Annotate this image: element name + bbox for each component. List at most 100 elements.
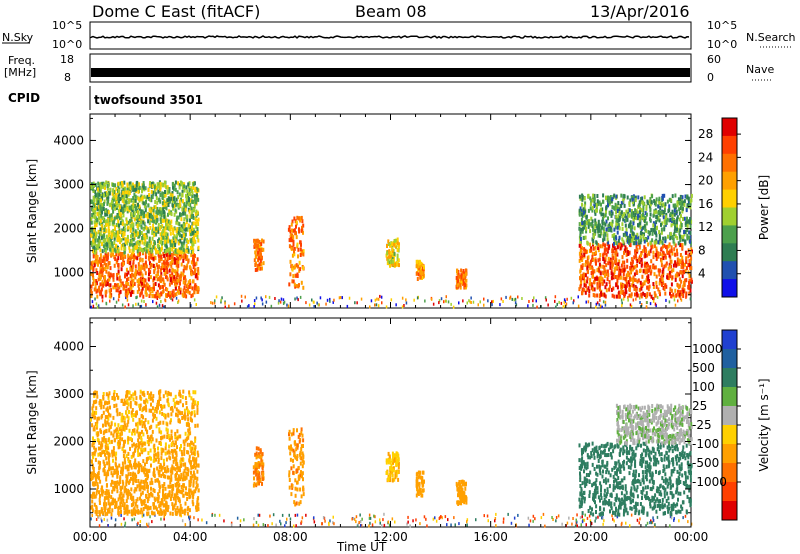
echo-pixel xyxy=(678,211,681,216)
echo-pixel xyxy=(140,271,143,276)
echo-pixel xyxy=(157,226,160,231)
echo-pixel xyxy=(193,194,196,199)
echo-pixel xyxy=(163,253,166,258)
echo-pixel xyxy=(97,229,100,234)
echo-pixel xyxy=(628,238,630,243)
echo-pixel xyxy=(253,258,256,263)
echo-pixel xyxy=(131,205,134,210)
echo-pixel xyxy=(681,195,684,200)
echo-pixel xyxy=(605,252,608,257)
noise-pixel xyxy=(576,524,578,528)
noise-pixel xyxy=(547,303,549,307)
noise-pixel xyxy=(279,300,282,304)
echo-pixel xyxy=(99,248,102,253)
ground-scatter-noise xyxy=(90,294,692,309)
noise-pixel xyxy=(313,516,315,520)
echo-pixel xyxy=(123,180,126,185)
echo-pixel xyxy=(632,219,635,223)
echo-pixel xyxy=(91,229,94,234)
echo-pixel xyxy=(115,186,118,191)
echo-pixel xyxy=(160,467,163,472)
echo-pixel xyxy=(138,182,140,187)
noise-pixel xyxy=(635,297,637,301)
echo-pixel xyxy=(154,204,157,209)
echo-pixel xyxy=(583,250,586,255)
noise-pixel xyxy=(243,518,245,522)
echo-pixel xyxy=(298,260,301,265)
echo-pixel xyxy=(674,252,677,257)
echo-pixel xyxy=(592,270,594,275)
echo-pixel xyxy=(136,484,139,489)
echo-pixel xyxy=(389,254,392,259)
echo-pixel xyxy=(299,253,302,257)
noise-pixel xyxy=(380,295,383,299)
echo-pixel xyxy=(179,256,181,261)
echo-pixel xyxy=(596,199,599,204)
noise-pixel xyxy=(403,304,405,307)
echo-pixel xyxy=(615,265,618,270)
echo-pixel xyxy=(622,276,625,281)
echo-pixel xyxy=(596,208,598,213)
echo-pixel xyxy=(142,236,145,241)
echo-pixel xyxy=(157,249,159,254)
noise-pixel xyxy=(313,520,316,524)
echo-pixel xyxy=(185,249,188,254)
echo-pixel xyxy=(101,264,104,269)
echo-pixel xyxy=(127,467,130,472)
echo-pixel xyxy=(185,244,188,248)
echo-pixel xyxy=(661,282,663,287)
echo-pixel xyxy=(603,232,606,236)
echo-pixel xyxy=(295,235,298,240)
echo-pixel xyxy=(187,191,190,196)
echo-pixel xyxy=(136,279,139,284)
noise-pixel xyxy=(468,299,470,303)
echo-pixel xyxy=(166,259,169,264)
echo-pixel xyxy=(136,245,139,250)
echo-pixel xyxy=(163,509,166,514)
echo-pixel xyxy=(197,245,200,250)
echo-pixel xyxy=(625,209,628,214)
echo-pixel xyxy=(153,270,156,275)
echo-pixel xyxy=(133,187,136,192)
noise-pixel xyxy=(545,298,547,302)
echo-pixel xyxy=(95,234,98,239)
echo-pixel xyxy=(261,238,263,243)
echo-pixel xyxy=(188,284,191,289)
echo-pixel xyxy=(90,220,93,225)
echo-pixel xyxy=(683,282,686,287)
echo-pixel xyxy=(103,233,106,238)
echo-pixel xyxy=(179,238,182,243)
echo-pixel xyxy=(626,239,629,244)
noise-pixel xyxy=(286,517,288,521)
echo-pixel xyxy=(653,272,656,277)
echo-pixel xyxy=(611,233,614,238)
echo-pixel xyxy=(605,247,608,252)
echo-pixel xyxy=(106,196,109,201)
echo-pixel xyxy=(663,227,666,232)
echo-pixel xyxy=(193,268,196,273)
echo-pixel xyxy=(94,494,97,499)
echo-pixel xyxy=(612,273,615,278)
noise-pixel xyxy=(284,524,286,528)
echo-pixel xyxy=(151,493,154,498)
echo-pixel xyxy=(191,189,193,194)
noise-pixel xyxy=(646,301,648,304)
echo-pixel xyxy=(138,271,141,276)
echo-pixel xyxy=(620,204,623,208)
echo-pixel xyxy=(104,265,107,270)
echo-pixel xyxy=(144,234,147,239)
echo-pixel xyxy=(601,292,604,297)
colorbar-swatch xyxy=(722,207,737,226)
noise-pixel xyxy=(112,297,115,301)
noise-pixel xyxy=(221,296,223,300)
echo-pixel xyxy=(643,268,646,273)
echo-pixel xyxy=(613,246,616,251)
echo-pixel xyxy=(196,276,199,281)
echo-pixel xyxy=(103,261,106,266)
noise-pixel xyxy=(565,302,568,306)
echo-pixel xyxy=(95,479,98,484)
echo-pixel xyxy=(159,187,162,192)
noise-pixel xyxy=(505,295,507,299)
noise-pixel xyxy=(670,515,672,518)
echo-pixel xyxy=(165,185,168,190)
